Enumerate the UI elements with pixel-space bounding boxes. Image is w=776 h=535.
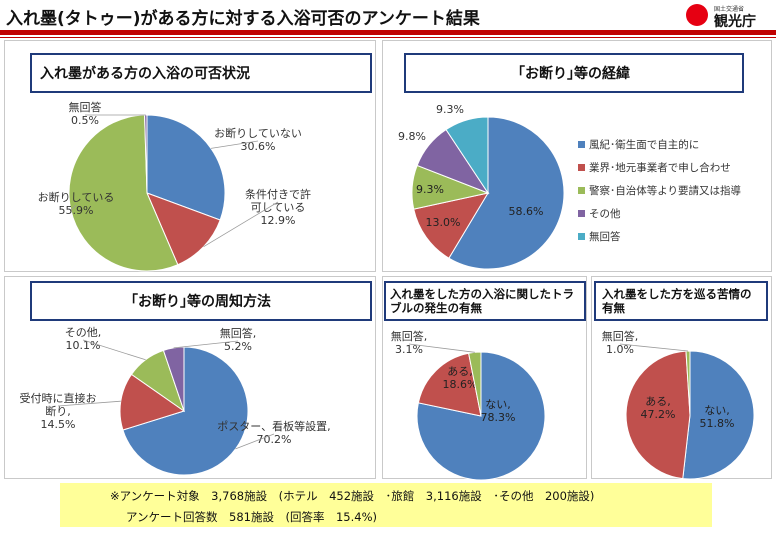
chart-title-notice-method: ｢お断り｣等の周知方法	[30, 281, 372, 321]
pie1-label-4: 9.3%	[436, 103, 464, 116]
pie1-label-0: 58.6%	[509, 205, 544, 218]
legend-label-1: 業界･地元事業者で申し合わせ	[589, 161, 731, 174]
legend-label-0: 風紀･衛生面で自主的に	[589, 138, 699, 151]
pie0-slice-0	[146, 114, 226, 221]
pie2-label-1: 受付時に直接お断り, 14.5%	[20, 391, 97, 431]
pie1-label-2: 9.3%	[416, 183, 444, 196]
legend-label-4: 無回答	[589, 230, 621, 243]
chart-title-bathing-status: 入れ墨がある方の入浴の可否状況	[30, 53, 372, 93]
logo-circle-icon	[686, 4, 708, 26]
header-divider-thin	[0, 37, 776, 38]
legend-swatch-4	[578, 233, 585, 240]
pie0-label-0: お断りしていない 30.6%	[214, 126, 302, 153]
pie1-slice-1	[413, 192, 490, 259]
pie0-leader-0	[210, 140, 259, 149]
pie2-leader-1	[57, 400, 121, 407]
legend-swatch-0	[578, 141, 585, 148]
pie2-slice-1	[119, 373, 186, 431]
pie1-slice-4	[445, 116, 489, 195]
pie3-slice-0	[416, 351, 546, 481]
legend-swatch-2	[578, 187, 585, 194]
pie2-leader-2	[82, 339, 146, 361]
pie4-slice-0	[682, 350, 755, 480]
survey-note-line1: ※アンケート対象 3,768施設 (ホテル 452施設 ･旅館 3,116施設 …	[110, 489, 595, 503]
legend-label-3: その他	[589, 207, 621, 220]
chart-title-complaints: 入れ墨をした方を巡る苦情の有無	[594, 281, 768, 321]
panel-notice-method	[4, 276, 376, 479]
logo-small-text: 国土交通省	[714, 6, 745, 13]
panel-bathing-status	[4, 40, 376, 272]
chart-title-trouble: 入れ墨をした方の入浴に関したトラブルの発生の有無	[384, 281, 586, 321]
legend-label-2: 警察･自治体等より要請又は指導	[589, 184, 742, 197]
agency-logo: 国土交通省 観光庁	[686, 4, 772, 30]
pie3-label-2: 無回答, 3.1%	[391, 329, 428, 356]
panel-background	[382, 40, 772, 272]
pie2-label-0: ポスター、看板等設置, 70.2%	[217, 419, 330, 446]
pie0-label-1: 条件付きで許可している 12.9%	[245, 187, 311, 227]
pie0-leader-1	[203, 201, 279, 248]
legend-swatch-1	[578, 164, 585, 171]
pie2-slice-0	[122, 346, 249, 476]
pie2-label-2: その他, 10.1%	[65, 326, 102, 352]
chart-title-background: ｢お断り｣等の経緯	[404, 53, 744, 93]
pie1-label-1: 13.0%	[426, 216, 461, 229]
pie3-leader-2	[408, 343, 475, 353]
pie3-label-1: ある, 18.6%	[443, 365, 478, 391]
pie0-slice-1	[146, 192, 221, 266]
pie3-slice-1	[417, 352, 482, 417]
pie4-label-1: ある, 47.2%	[641, 395, 676, 421]
pie4-label-2: 無回答, 1.0%	[602, 329, 639, 356]
pie2-leader-0	[235, 433, 275, 450]
pie0-slice-2	[68, 114, 179, 272]
pie0-leader-2	[70, 204, 77, 211]
page-title: 入れ墨(タトゥー)がある方に対する入浴可否のアンケート結果	[6, 9, 480, 29]
pie4-leader-2	[619, 343, 689, 352]
pie2-label-3: 無回答, 5.2%	[220, 326, 257, 353]
pie4-slice-1	[625, 350, 691, 480]
legend-swatch-3	[578, 210, 585, 217]
survey-note-line2: アンケート回答数 581施設 (回答率 15.4%)	[126, 510, 377, 524]
pie0-label-2: お断りしている 55.9%	[38, 190, 115, 217]
survey-note: ※アンケート対象 3,768施設 (ホテル 452施設 ･旅館 3,116施設 …	[60, 483, 712, 527]
pie0-label-3: 無回答 0.5%	[69, 100, 102, 127]
pie2-leader-3	[173, 340, 239, 349]
header-divider	[0, 30, 776, 35]
pie3-label-0: ない, 78.3%	[481, 398, 516, 424]
logo-main-text: 観光庁	[714, 14, 756, 30]
pie4-label-0: ない, 51.8%	[700, 404, 735, 430]
pie1-label-3: 9.8%	[398, 130, 426, 143]
pie1-slice-0	[448, 116, 565, 270]
